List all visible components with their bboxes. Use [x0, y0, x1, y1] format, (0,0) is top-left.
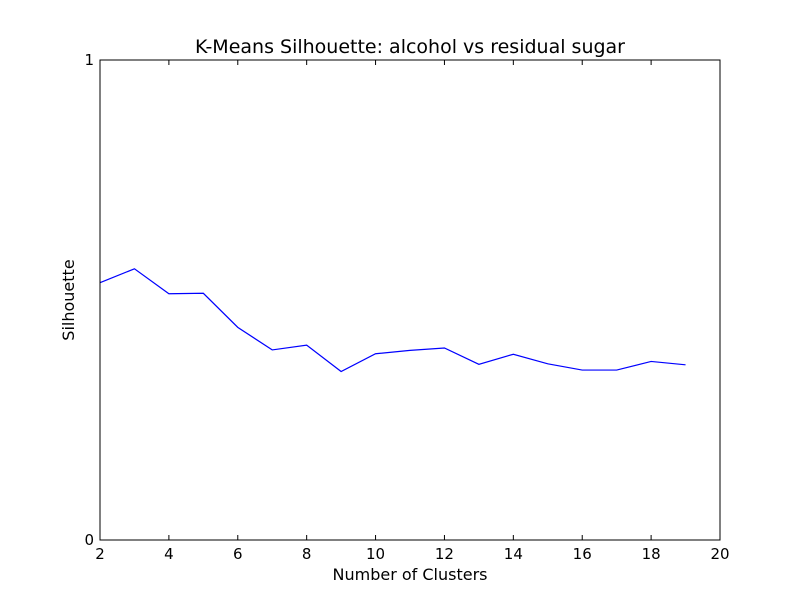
x-axis: 2 4 6 8 10 12 14 16 18 20 [95, 60, 730, 563]
x-tick-label: 18 [642, 545, 661, 563]
chart-title: K-Means Silhouette: alcohol vs residual … [195, 36, 625, 58]
y-tick-label: 0 [84, 531, 94, 549]
x-tick-label: 6 [233, 545, 243, 563]
x-tick-label: 16 [573, 545, 592, 563]
y-tick-label: 1 [84, 51, 94, 69]
y-axis-label: Silhouette [59, 259, 78, 340]
x-tick-label: 14 [504, 545, 523, 563]
y-axis: 01 [84, 51, 720, 549]
x-tick-label: 4 [164, 545, 174, 563]
x-tick-label: 2 [95, 545, 105, 563]
plot-area [99, 268, 686, 373]
x-axis-label: Number of Clusters [333, 565, 488, 584]
x-tick-label: 12 [435, 545, 454, 563]
x-tick-label: 10 [366, 545, 385, 563]
x-tick-label: 20 [710, 545, 729, 563]
x-tick-label: 8 [302, 545, 312, 563]
axes-frame [99, 59, 721, 541]
series-line-0 [99, 268, 686, 373]
